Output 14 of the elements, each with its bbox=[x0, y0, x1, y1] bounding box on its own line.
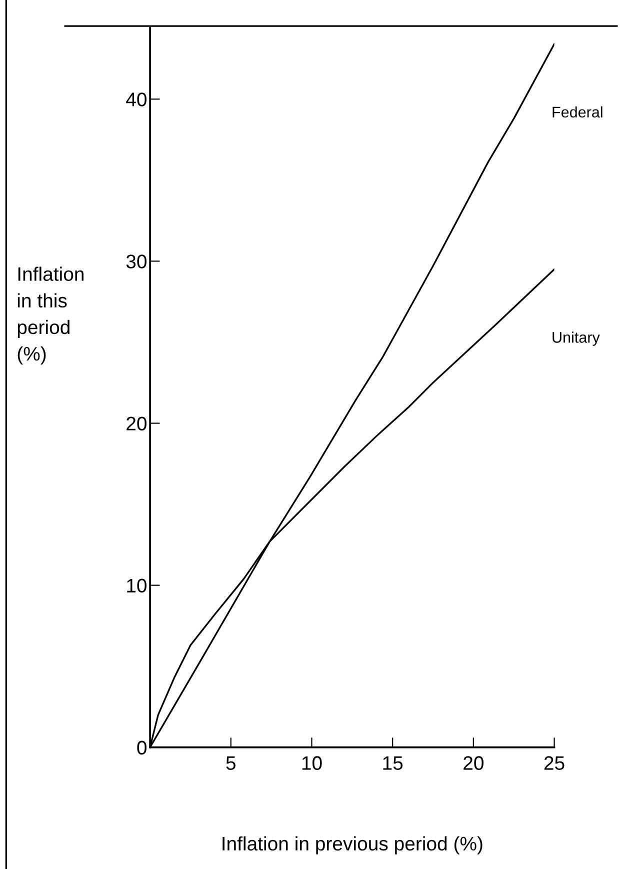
y-tick-label: 40 bbox=[126, 92, 147, 106]
series-label: Federal bbox=[552, 106, 602, 118]
x-tick-label: 25 bbox=[544, 756, 564, 770]
x-axis-title: Inflation in previous period (%) bbox=[222, 836, 482, 854]
x-tick-label: 5 bbox=[226, 756, 236, 770]
y-axis-title: Inflation in this period (%) bbox=[18, 266, 84, 365]
y-tick-label: 20 bbox=[126, 416, 147, 430]
x-tick-label: 20 bbox=[464, 756, 484, 770]
text: Unitary bbox=[552, 332, 600, 346]
x-tick-label: 15 bbox=[383, 756, 403, 770]
y-tick-label: 0 bbox=[137, 740, 147, 755]
y-tick-label: 10 bbox=[127, 578, 147, 593]
x-tick-label: 10 bbox=[302, 756, 322, 770]
y-tick-label: 30 bbox=[126, 254, 147, 268]
